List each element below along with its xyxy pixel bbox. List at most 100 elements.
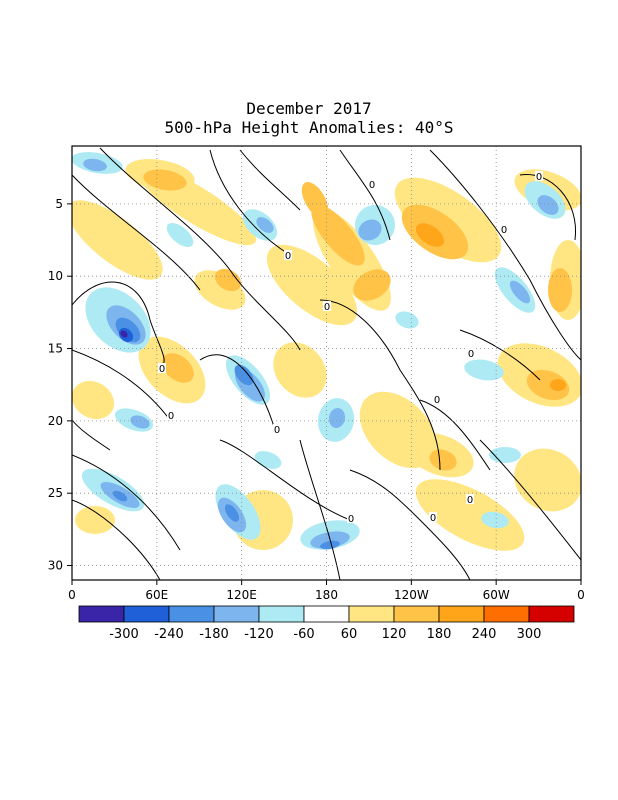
- zero-label-2: 0: [501, 225, 507, 236]
- y-tick-label-5: 30: [48, 559, 63, 573]
- colorbar-label-2: -180: [199, 627, 229, 642]
- zero-contour-16: [479, 439, 581, 561]
- zero-label-6: 0: [159, 364, 165, 375]
- zero-contour-13: [219, 439, 351, 521]
- colorbar-swatch-9: [483, 605, 530, 623]
- colorbar-swatch-4: [258, 605, 305, 623]
- zero-label-12: 0: [348, 514, 354, 525]
- x-tick-label-1: 60E: [145, 588, 168, 602]
- anomaly-cell-8: [415, 479, 525, 551]
- y-tick-label-1: 10: [48, 269, 63, 283]
- anomaly-cell-12: [273, 342, 327, 398]
- zero-label-bg-1: [284, 250, 292, 260]
- zero-label-3: 0: [536, 172, 542, 183]
- zero-label-bg-4: [323, 301, 331, 311]
- y-tick-label-2: 15: [48, 342, 63, 356]
- anomaly-cell-62: [234, 364, 254, 386]
- anomaly-cell-3: [266, 244, 358, 326]
- zero-label-10: 0: [467, 495, 473, 506]
- x-tick-label-3: 180: [315, 588, 338, 602]
- zero-contour-19: [72, 419, 111, 451]
- anomaly-cell-58: [509, 280, 531, 304]
- zero-label-bg-5: [467, 348, 475, 358]
- zero-contour-6: [199, 354, 276, 431]
- colorbar-swatch-2: [168, 605, 215, 623]
- zero-label-bg-7: [167, 410, 175, 420]
- x-axis: 0 60E 120E 180 120W 60W 0: [68, 580, 585, 602]
- anomaly-cell-43: [464, 359, 504, 381]
- chart-subtitle: 500-hPa Height Anomalies: 40°S: [164, 118, 454, 137]
- anomaly-cell-13: [72, 380, 115, 420]
- zero-label-11: 0: [430, 513, 436, 524]
- x-tick-label-4: 120W: [394, 588, 429, 602]
- zero-label-0: 0: [369, 180, 375, 191]
- y-tick-label-4: 25: [48, 486, 63, 500]
- anomaly-cell-54: [358, 219, 382, 241]
- anomaly-cell-46: [166, 223, 194, 247]
- zero-contour-9: [429, 149, 581, 361]
- anomaly-cell-19: [311, 204, 365, 266]
- anomaly-cell-22: [162, 353, 194, 383]
- x-tick-label-2: 120E: [226, 588, 257, 602]
- anomaly-cell-26: [353, 269, 391, 301]
- zero-contour-14: [349, 469, 471, 580]
- zero-contour-4: [209, 149, 291, 256]
- zero-contour-5: [239, 149, 301, 211]
- zero-label-4: 0: [324, 302, 330, 313]
- colorbar-swatch-0: [78, 605, 125, 623]
- anomaly-cell-44: [489, 447, 521, 463]
- zero-contour-17: [419, 399, 491, 471]
- y-tick-label-0: 5: [55, 197, 63, 211]
- zero-contour-18: [459, 329, 541, 381]
- zero-contour-11: [72, 454, 181, 551]
- anomaly-field: [72, 152, 581, 551]
- anomaly-cell-30: [550, 379, 566, 391]
- zero-label-bg-12: [347, 513, 355, 523]
- zero-label-9: 0: [434, 395, 440, 406]
- y-axis: 5 10 15 20 25 30: [48, 197, 72, 573]
- anomaly-cell-67: [120, 330, 128, 338]
- anomaly-cell-21: [301, 181, 329, 219]
- zero-label-5: 0: [468, 349, 474, 360]
- colorbar-label-4: -60: [293, 627, 314, 642]
- zero-contour-7: [319, 299, 441, 471]
- colorbar-label-7: 180: [427, 627, 452, 642]
- zero-label-7: 0: [168, 411, 174, 422]
- zero-contour-10: [519, 173, 577, 241]
- colorbar-swatch-6: [348, 605, 395, 623]
- zero-label-1: 0: [285, 251, 291, 262]
- anomaly-cell-0: [72, 200, 163, 280]
- colorbar-label-8: 240: [472, 627, 497, 642]
- zero-label-bg-6: [158, 363, 166, 373]
- anomaly-cell-18: [75, 506, 115, 534]
- colorbar-label-9: 300: [517, 627, 542, 642]
- zero-contour-8: [339, 149, 391, 241]
- anomaly-cell-25: [143, 169, 187, 191]
- colorbar-swatch-10: [528, 605, 575, 623]
- colorbar-label-5: 60: [341, 627, 358, 642]
- anomaly-cell-59: [130, 415, 150, 429]
- anomaly-cell-27: [548, 268, 572, 312]
- colorbar-swatch-3: [213, 605, 260, 623]
- colorbar-swatch-5: [303, 605, 350, 623]
- colorbar-label-1: -240: [154, 627, 184, 642]
- chart-title: December 2017: [246, 99, 372, 118]
- zero-label-bg-11: [429, 512, 437, 522]
- anomaly-cell-47: [395, 311, 419, 329]
- anomaly-cell-48: [481, 511, 509, 529]
- anomaly-cell-60: [328, 408, 346, 428]
- anomaly-cell-63: [224, 504, 240, 522]
- zero-label-bg-0: [368, 179, 376, 189]
- colorbar-label-6: 120: [382, 627, 407, 642]
- colorbar-label-3: -120: [244, 627, 274, 642]
- zero-label-8: 0: [274, 425, 280, 436]
- zero-contour-0: [99, 147, 301, 351]
- colorbar: -300 -240 -180 -120 -60 60 120 180 240 300: [78, 605, 575, 642]
- zero-contour-12: [72, 499, 161, 580]
- x-tick-label-6: 0: [577, 588, 585, 602]
- plot-area: 0 0 0 0 0 0 0 0 0 0 0 0 0: [72, 146, 581, 580]
- x-tick-label-5: 60W: [483, 588, 510, 602]
- anomaly-cell-9: [514, 448, 581, 512]
- zero-label-bg-8: [273, 424, 281, 434]
